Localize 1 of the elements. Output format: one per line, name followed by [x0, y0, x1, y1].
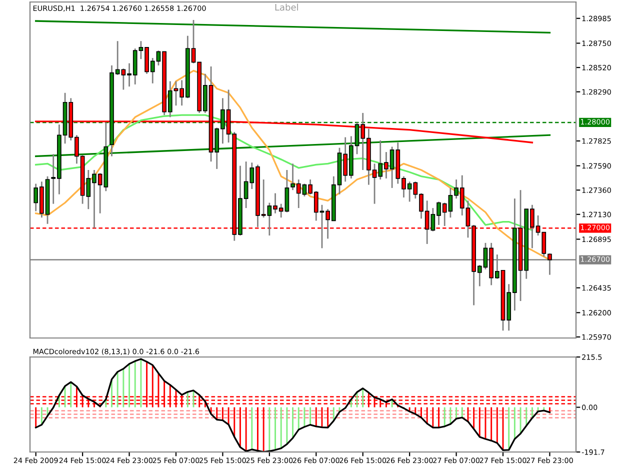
annotation: Label: [275, 4, 298, 11]
